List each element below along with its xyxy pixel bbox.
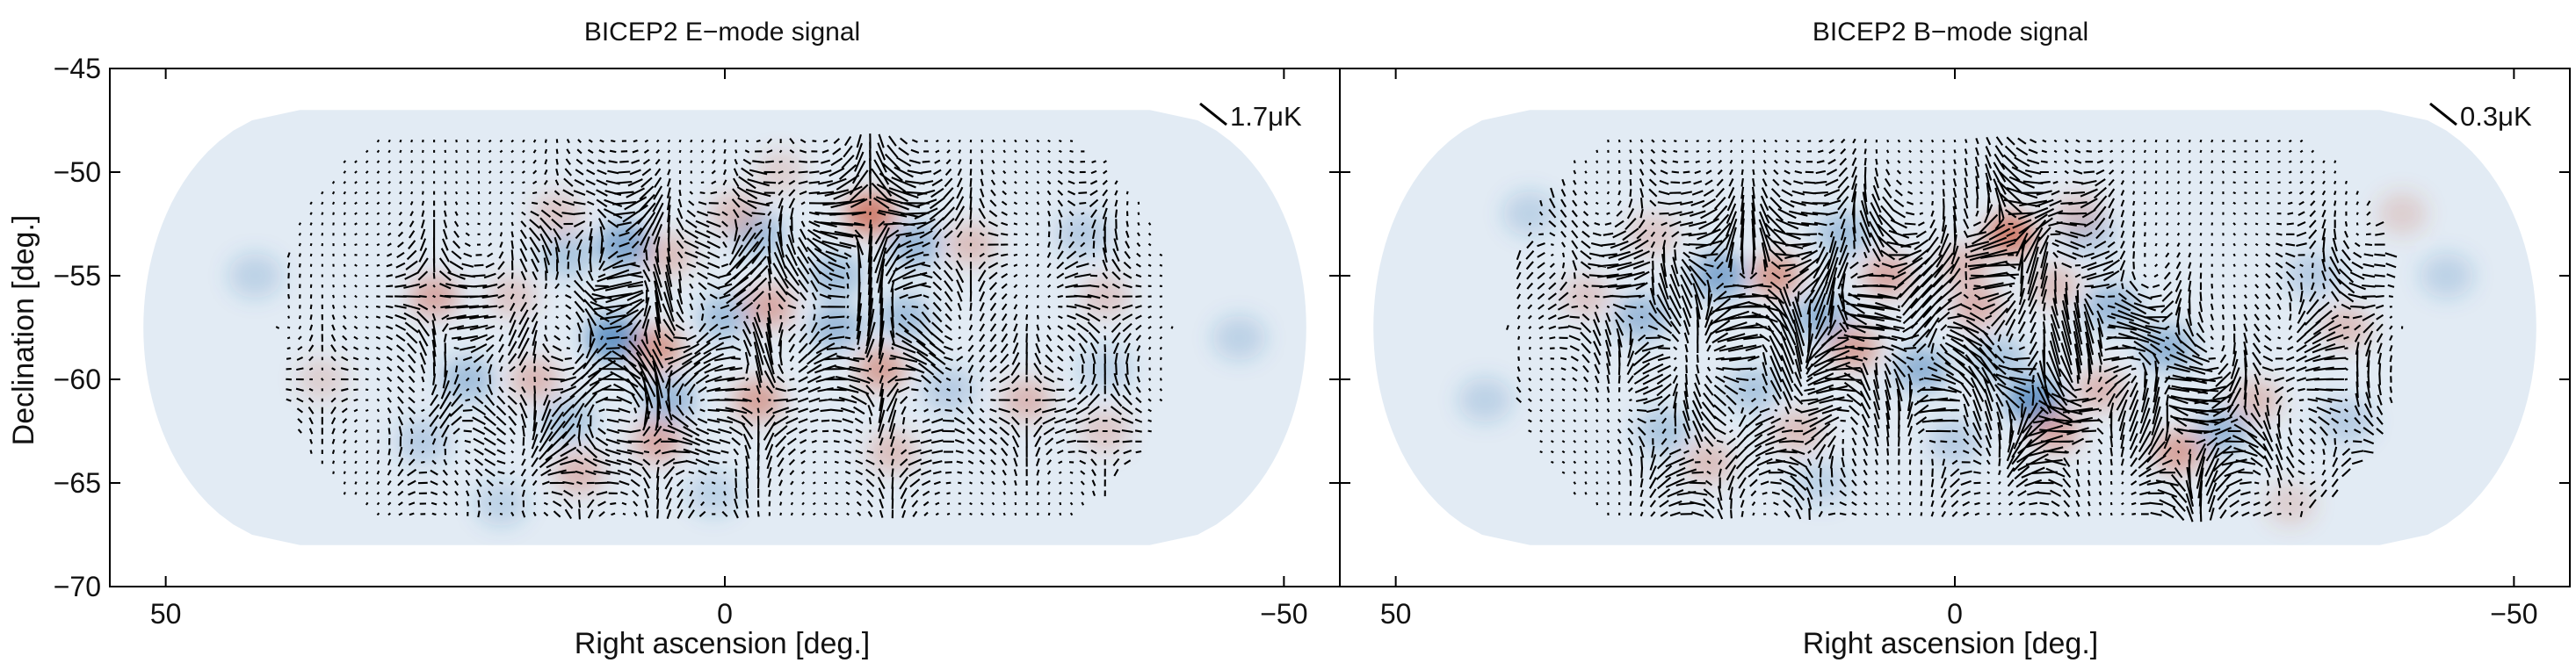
- e-mode-title: BICEP2 E−mode signal: [584, 18, 860, 47]
- e-mode-axes: 50 0 −50 −45 −50 −55 −60 −65 −70: [54, 53, 1341, 630]
- cold-spot: [1458, 378, 1513, 423]
- e-mode-vector-paths: [275, 133, 1174, 520]
- cold-spot: [1212, 315, 1267, 361]
- y-tick-label: −45: [54, 53, 101, 84]
- b-mode-scale-bar: [2429, 102, 2457, 126]
- b-mode-panel: 50 0 −50 BICEP2 B−mode signal Right ascens…: [1339, 18, 2571, 660]
- b-mode-axes: 50 0 −50: [1339, 68, 2571, 630]
- cold-spot: [1502, 191, 1557, 236]
- y-tick-label: −50: [54, 156, 101, 188]
- y-tick-label: −65: [54, 467, 101, 499]
- hot-spot: [2377, 192, 2428, 235]
- x-tick-label: 0: [717, 598, 733, 630]
- x-tick-label: 50: [1380, 598, 1412, 630]
- x-tick-label: 0: [1947, 598, 1963, 630]
- cold-spot: [228, 253, 283, 299]
- b-mode-polarization-vectors: [1506, 136, 2404, 522]
- x-tick-label: −50: [2490, 598, 2537, 630]
- x-tick-label: −50: [1260, 598, 1307, 630]
- e-mode-panel: 50 0 −50 −45 −50 −55 −60 −65 −70 BICEP2 E−mode s…: [7, 18, 1341, 660]
- x-tick-label: 50: [150, 598, 182, 630]
- e-mode-polarization-vectors: [275, 133, 1174, 520]
- e-mode-scale-bar: [1199, 102, 1227, 126]
- b-mode-vector-paths: [1506, 136, 2404, 522]
- cold-spot: [2420, 253, 2474, 299]
- y-axis-label: Declination [deg.]: [7, 215, 40, 446]
- e-mode-scale-label: 1.7μK: [1230, 101, 1302, 132]
- b-mode-scale-label: 0.3μK: [2460, 101, 2532, 132]
- e-mode-x-axis-label: Right ascension [deg.]: [575, 627, 870, 660]
- y-tick-label: −60: [54, 364, 101, 395]
- b-mode-x-axis-label: Right ascension [deg.]: [1803, 627, 2098, 660]
- y-tick-label: −55: [54, 260, 101, 292]
- y-tick-label: −70: [54, 571, 101, 602]
- b-mode-title: BICEP2 B−mode signal: [1813, 18, 2088, 47]
